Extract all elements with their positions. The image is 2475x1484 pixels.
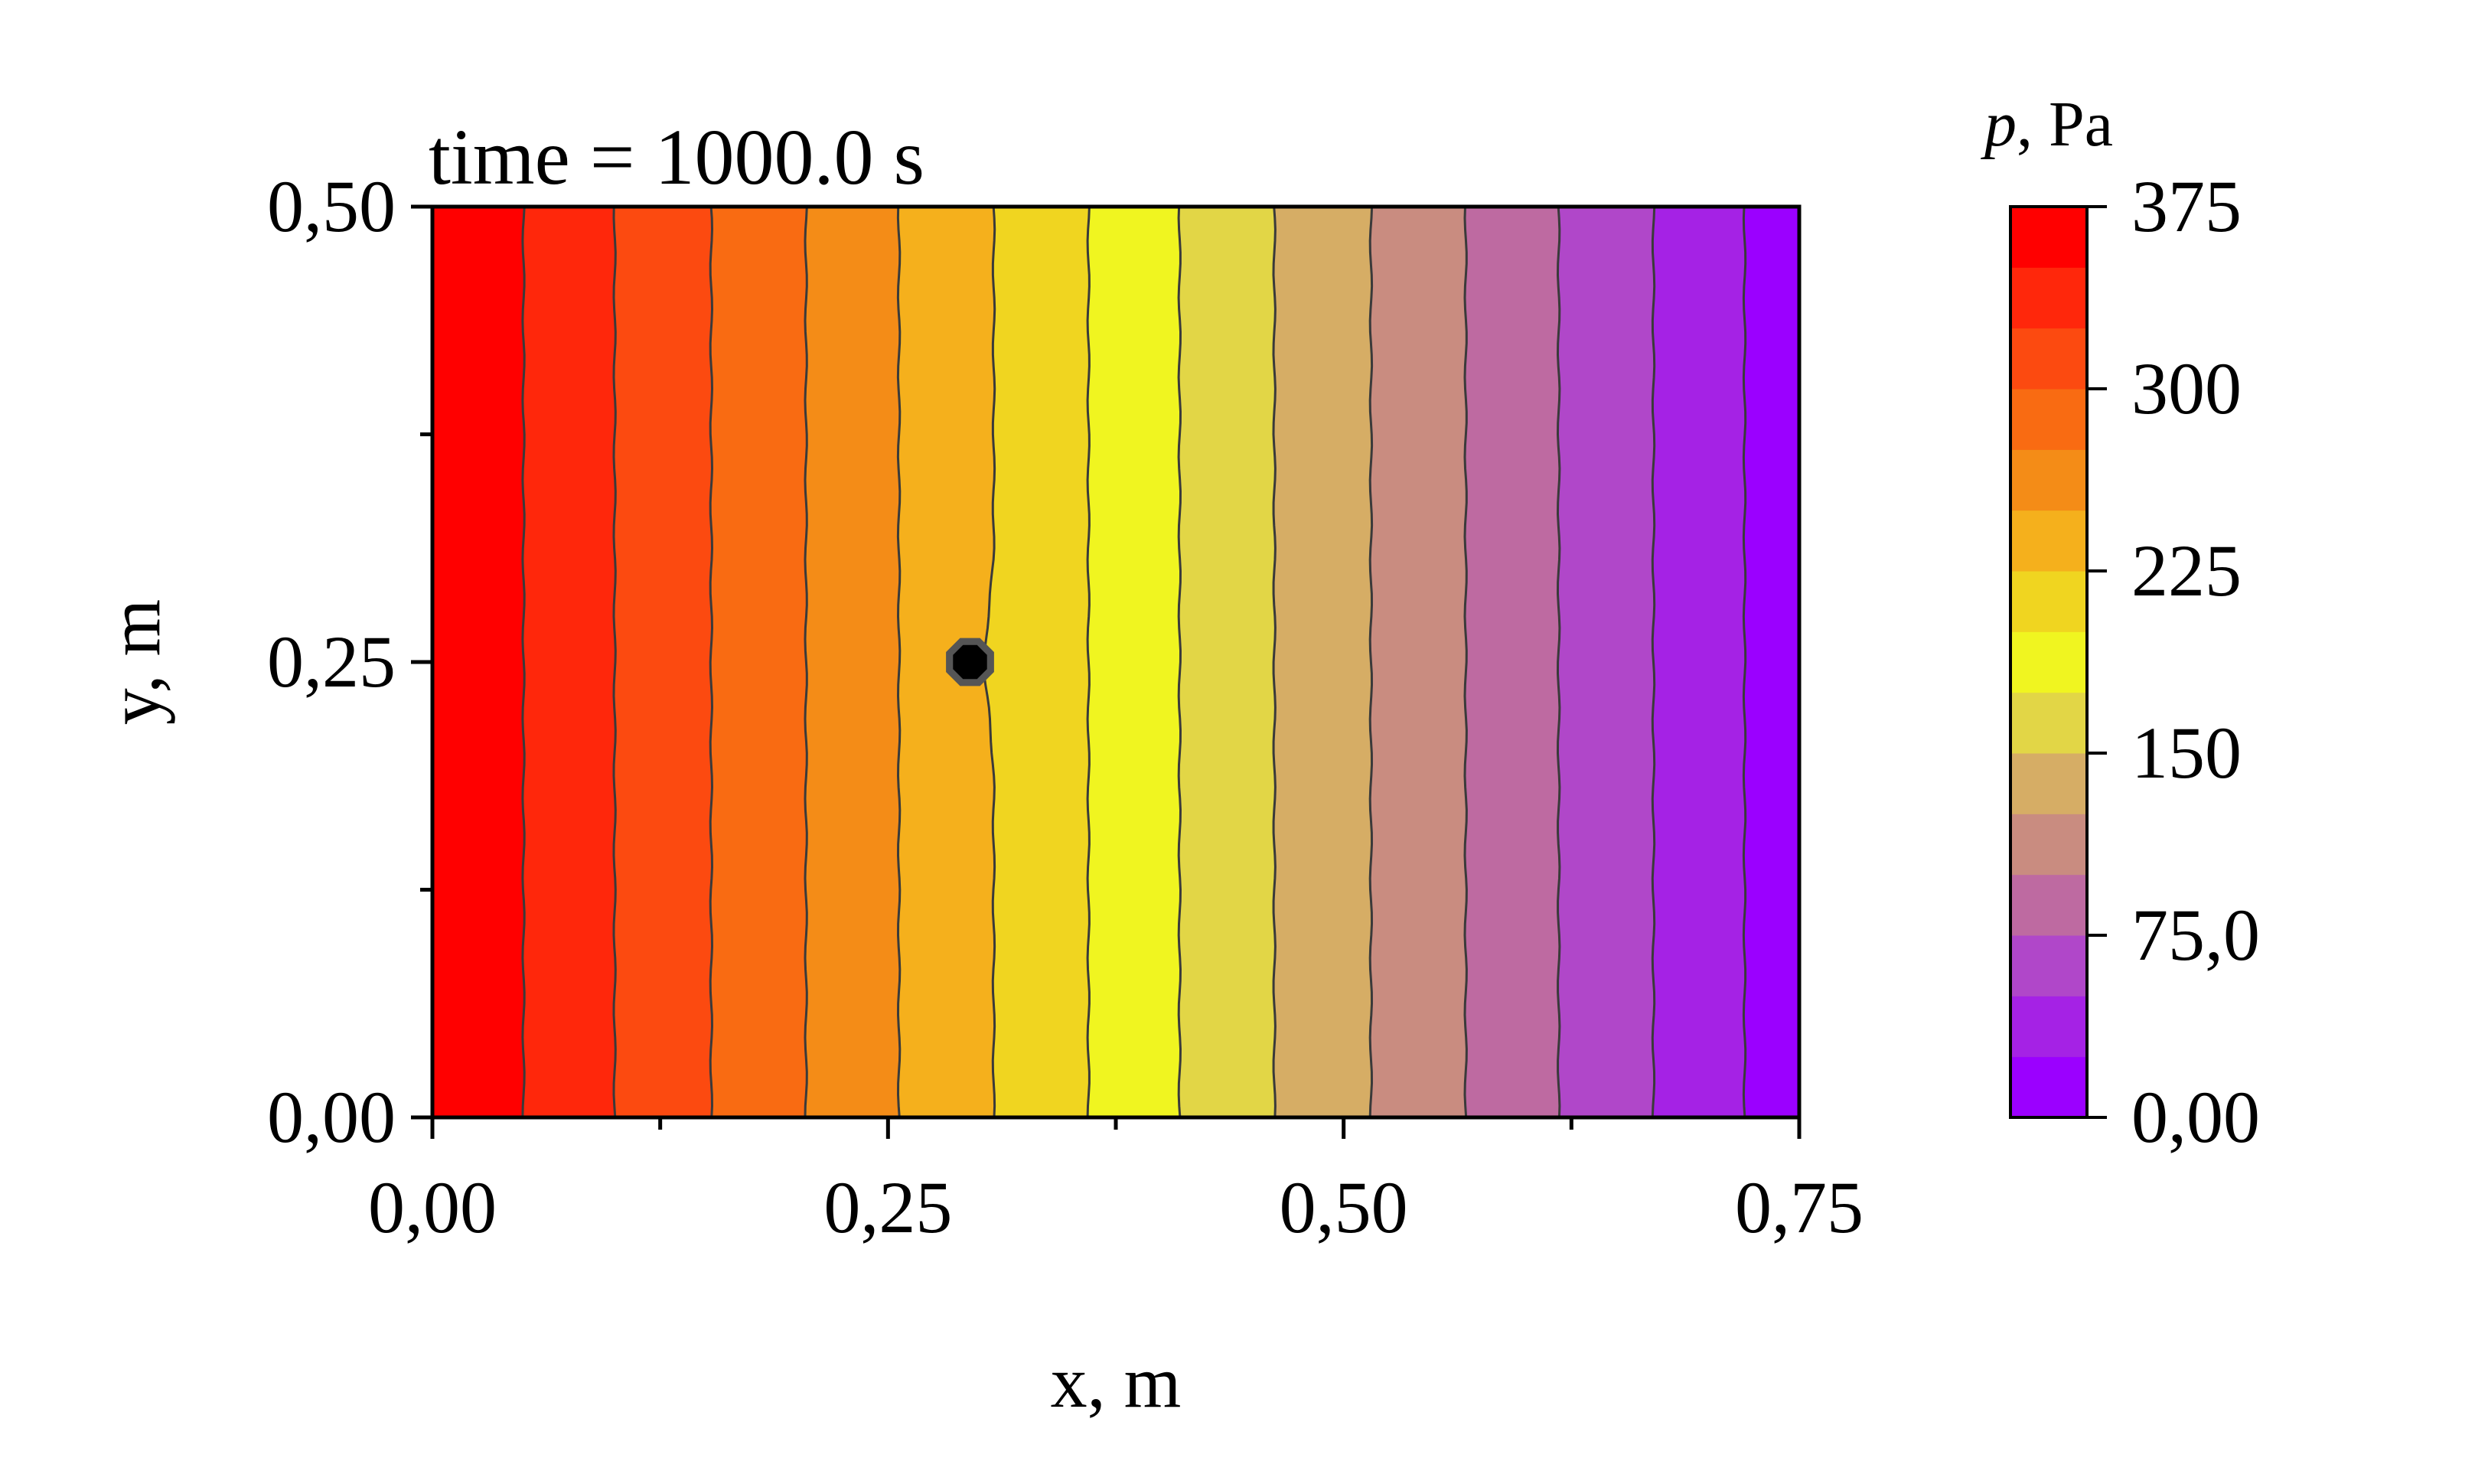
contour-line	[1086, 207, 1091, 1117]
colorbar-swatch	[2010, 389, 2087, 450]
contour-line	[1463, 207, 1468, 1117]
contour-band	[613, 207, 713, 1117]
contour-line	[1177, 207, 1182, 1117]
contour-line	[1651, 207, 1656, 1117]
contour-line	[612, 207, 617, 1117]
y-tick-label: 0,25	[267, 621, 396, 703]
contour-band	[1557, 207, 1655, 1117]
colorbar-tick-label: 225	[2131, 530, 2242, 612]
colorbar-swatch	[2010, 207, 2087, 268]
contour-line	[1272, 207, 1277, 1117]
colorbar-swatch	[2010, 814, 2087, 876]
contour-line	[1742, 207, 1747, 1117]
contour-lines	[521, 207, 1747, 1117]
contour-bands	[432, 207, 1799, 1117]
y-tick-label: 0,00	[267, 1076, 396, 1158]
colorbar-tick-label: 0,00	[2131, 1076, 2260, 1158]
contour-band	[1652, 207, 1746, 1117]
contour-band	[1087, 207, 1182, 1117]
colorbar: 0,00 75,0 150 225 300 375	[2009, 165, 2260, 1158]
time-annotation: time = 1000.0 s	[429, 113, 924, 201]
contour-line	[709, 207, 714, 1117]
x-tick-label: 0,00	[368, 1166, 497, 1248]
source-marker-layer	[946, 638, 994, 687]
contour-band	[1743, 207, 1799, 1117]
contour-band	[709, 207, 807, 1117]
colorbar-swatch	[2010, 631, 2087, 693]
colorbar-swatch	[2010, 996, 2087, 1058]
contour-band	[432, 207, 525, 1117]
colorbar-swatch	[2010, 449, 2087, 511]
y-tick-label: 0,50	[267, 165, 396, 247]
colorbar-frame	[2009, 205, 2089, 1119]
colorbar-tick-label: 150	[2131, 712, 2242, 794]
contour-line	[896, 207, 902, 1117]
contour-line	[1556, 207, 1561, 1117]
contour-line	[521, 207, 526, 1117]
x-tick-label: 0,25	[823, 1166, 952, 1248]
colorbar-title: p, Pa	[1981, 89, 2113, 160]
colorbar-tick-label: 300	[2131, 347, 2242, 429]
colorbar-swatch	[2010, 692, 2087, 754]
contour-band	[1273, 207, 1373, 1117]
y-axis-label: y, m	[93, 599, 175, 725]
colorbar-title-variable: p	[1981, 89, 2017, 160]
contour-line	[804, 207, 808, 1117]
colorbar-swatch	[2010, 753, 2087, 814]
contour-band	[804, 207, 901, 1117]
colorbar-tick-label: 75,0	[2131, 894, 2260, 976]
y-axis: 0,00 0,25 0,50	[267, 165, 432, 1158]
contour-band	[1178, 207, 1276, 1117]
x-tick-label: 0,75	[1735, 1166, 1864, 1248]
contour-band	[983, 207, 1090, 1117]
contour-band	[522, 207, 616, 1117]
contour-band	[1369, 207, 1467, 1117]
colorbar-swatch	[2010, 874, 2087, 936]
x-tick-label: 0,50	[1280, 1166, 1408, 1248]
x-axis: 0,00 0,25 0,50 0,75	[368, 1117, 1864, 1248]
contour-line	[1368, 207, 1374, 1117]
contour-band	[1464, 207, 1560, 1117]
colorbar-swatch	[2010, 1056, 2087, 1118]
colorbar-swatch	[2010, 510, 2087, 572]
colorbar-swatch	[2010, 328, 2087, 390]
colorbar-swatch	[2010, 935, 2087, 996]
colorbar-title-unit: , Pa	[2017, 89, 2113, 160]
colorbar-swatch	[2010, 267, 2087, 329]
colorbar-swatch	[2010, 571, 2087, 632]
source-marker	[953, 644, 987, 680]
colorbar-tick-label: 375	[2131, 165, 2242, 247]
x-axis-label: x, m	[1051, 1341, 1182, 1423]
